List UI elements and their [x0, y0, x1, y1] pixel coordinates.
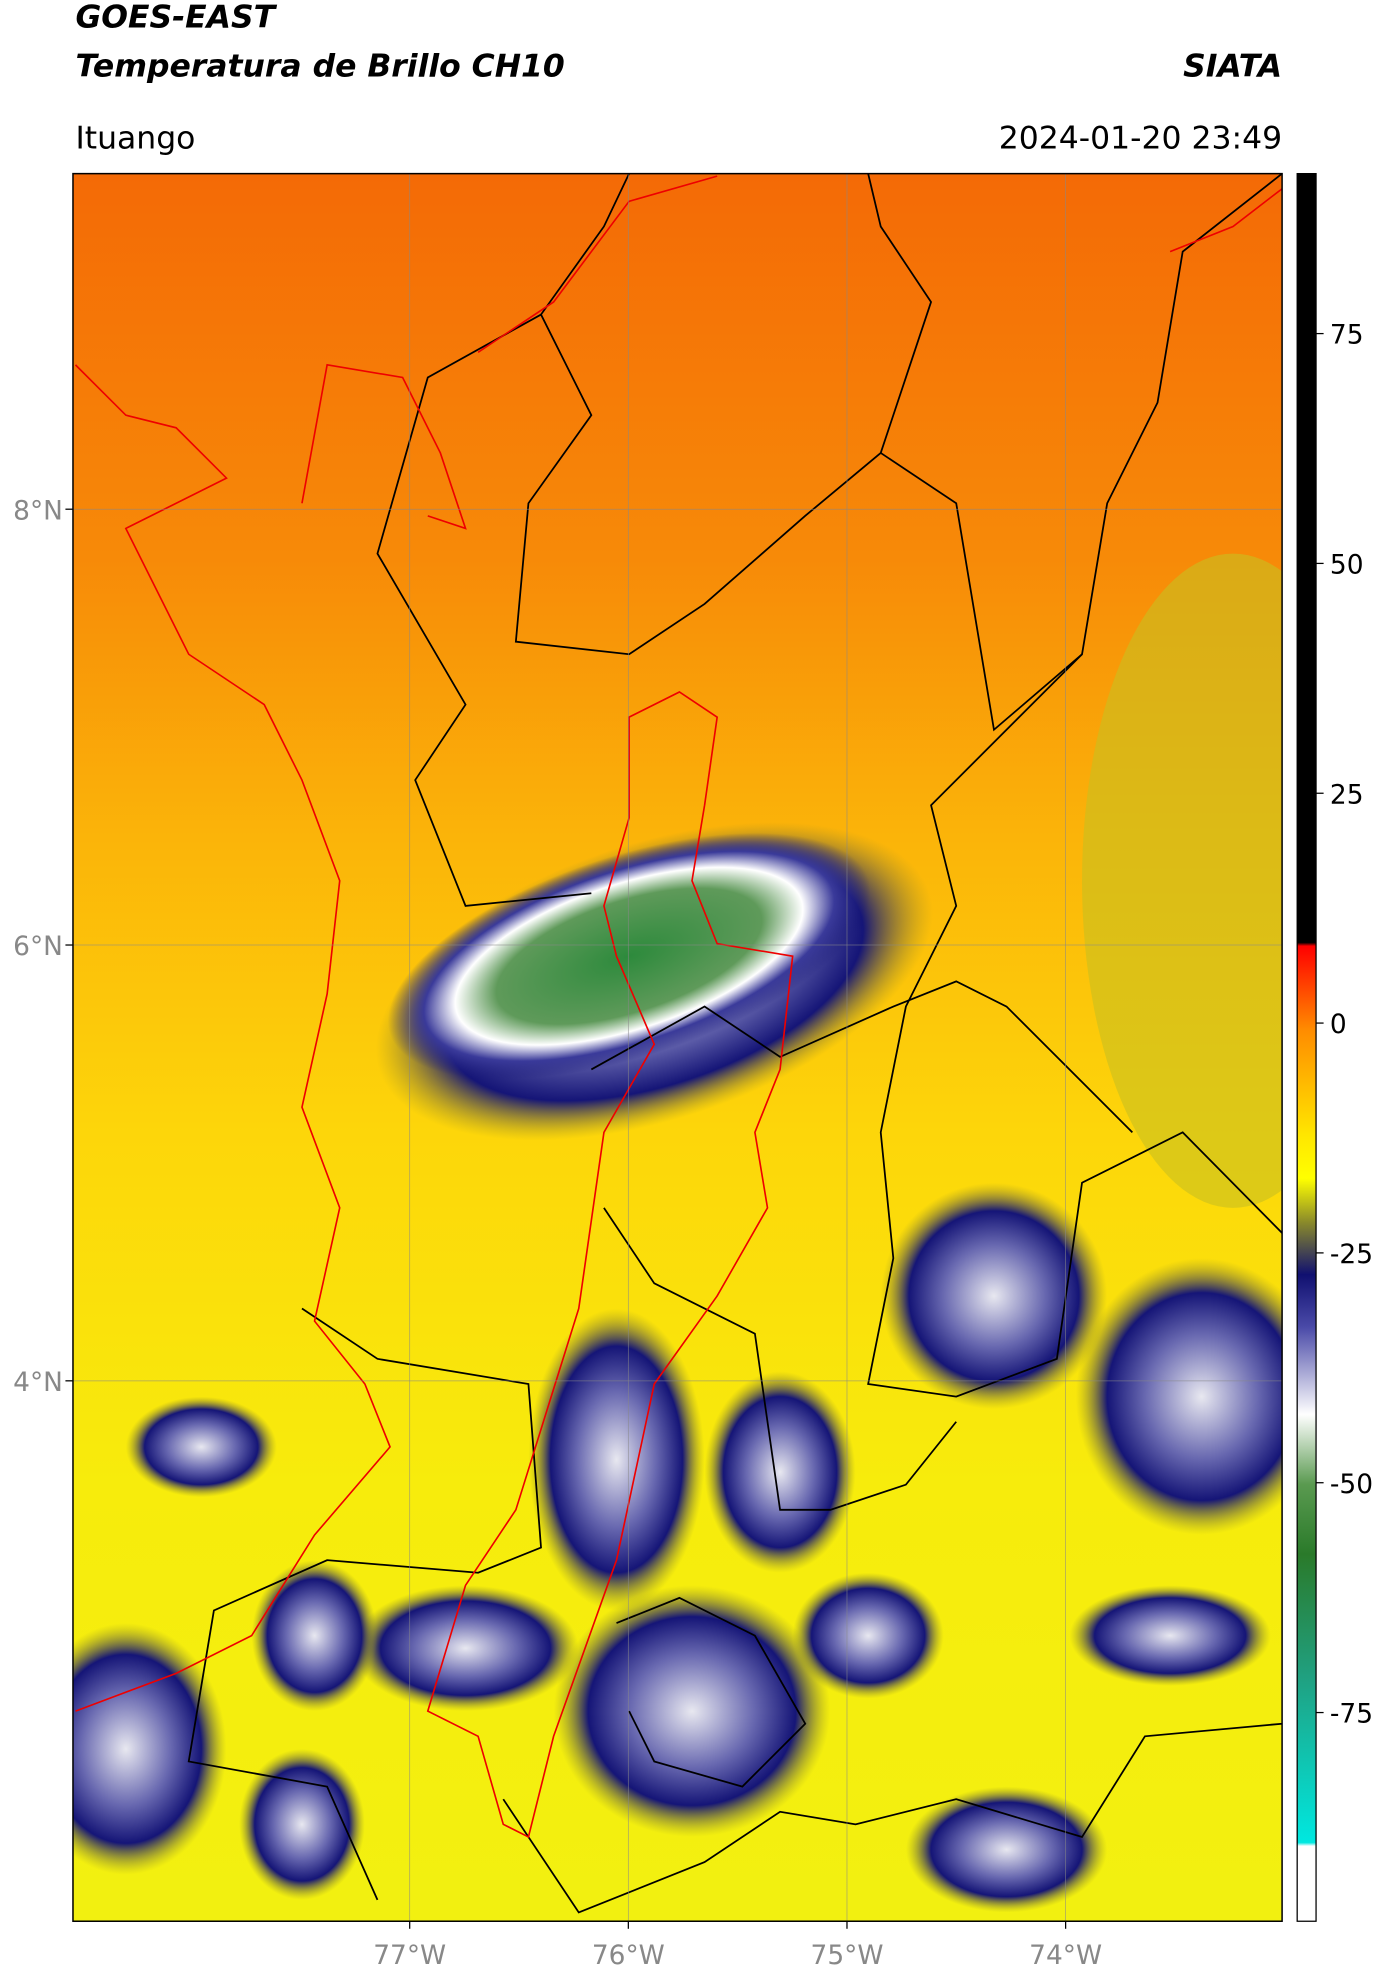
x-tick-label: 74°W — [1029, 1940, 1102, 1971]
title-line-1: GOES-EAST — [75, 0, 277, 36]
colorbar — [1296, 172, 1317, 1922]
source: SIATA — [1183, 49, 1282, 85]
map-image — [72, 173, 1283, 1922]
y-tick-label: 6°N — [13, 931, 63, 962]
colorbar-tick-label: 75 — [1330, 320, 1364, 351]
location: Ituango — [75, 120, 195, 156]
colorbar-tick-label: -50 — [1330, 1469, 1373, 1500]
y-tick-label: 8°N — [13, 495, 63, 526]
x-tick-label: 75°W — [811, 1940, 884, 1971]
colorbar-tick-label: 25 — [1330, 779, 1364, 810]
graticule — [72, 173, 1283, 1922]
y-tick-label: 4°N — [13, 1367, 63, 1398]
colorbar-tick-label: -75 — [1330, 1699, 1373, 1730]
colorbar-tick-label: 50 — [1330, 549, 1364, 580]
map-frame — [72, 172, 1283, 1922]
x-tick-label: 76°W — [592, 1940, 665, 1971]
colorbar-tick-label: 0 — [1330, 1009, 1347, 1040]
colorbar-tick-label: -25 — [1330, 1239, 1373, 1270]
datetime: 2024-01-20 23:49 — [999, 120, 1282, 156]
title-line-2: Temperatura de Brillo CH10 — [75, 49, 564, 85]
x-tick-label: 77°W — [373, 1940, 446, 1971]
